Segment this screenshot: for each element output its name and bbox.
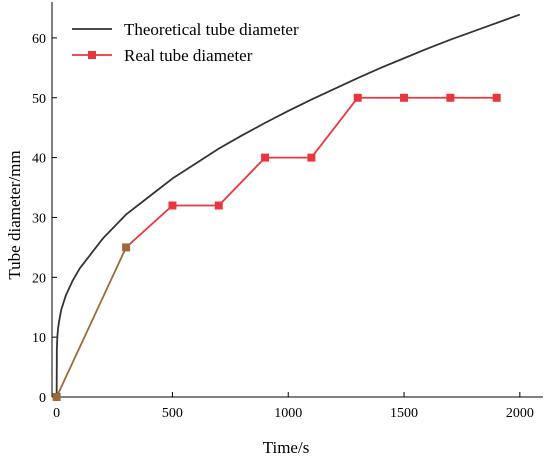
real-point-1500 <box>400 93 409 102</box>
y-tick-label-40: 40 <box>32 152 46 167</box>
legend: Theoretical tube diameter Real tube diam… <box>72 20 299 65</box>
x-tick-label-1000: 1000 <box>274 406 302 421</box>
y-tick-label-30: 30 <box>32 211 46 226</box>
real-point-1100 <box>307 153 316 162</box>
x-tick-label-2000: 2000 <box>506 406 534 421</box>
series-layer <box>52 13 521 401</box>
legend-label-theoretical: Theoretical tube diameter <box>124 20 299 39</box>
y-tick-label-0: 0 <box>39 391 46 406</box>
real-point-0 <box>52 393 61 401</box>
y-tick-label-10: 10 <box>32 331 46 346</box>
y-tick-label-20: 20 <box>32 271 46 286</box>
y-tick-label-60: 60 <box>32 32 46 47</box>
real-point-1300 <box>353 93 362 102</box>
legend-swatch-real-marker <box>88 51 96 59</box>
y-tick-label-50: 50 <box>32 92 46 107</box>
real-point-700 <box>214 201 223 210</box>
y-ticks: 0 10 20 30 40 50 60 <box>32 32 57 406</box>
x-ticks: 0 500 1000 1500 2000 <box>53 392 534 421</box>
x-axis-title: Time/s <box>263 438 310 457</box>
real-point-1900 <box>492 93 501 102</box>
y-axis-title: Tube diameter/mm <box>5 150 24 279</box>
legend-label-real: Real tube diameter <box>124 46 253 65</box>
x-tick-label-500: 500 <box>162 406 183 421</box>
series-line-real-initial-segment <box>55 246 127 398</box>
real-point-300 <box>122 243 131 252</box>
real-point-1700 <box>446 93 455 102</box>
real-point-500 <box>168 201 177 210</box>
x-tick-label-1500: 1500 <box>390 406 418 421</box>
real-point-900 <box>261 153 270 162</box>
x-tick-label-0: 0 <box>53 406 60 421</box>
series-line-theoretical <box>55 13 521 398</box>
plot-frame <box>51 2 543 398</box>
